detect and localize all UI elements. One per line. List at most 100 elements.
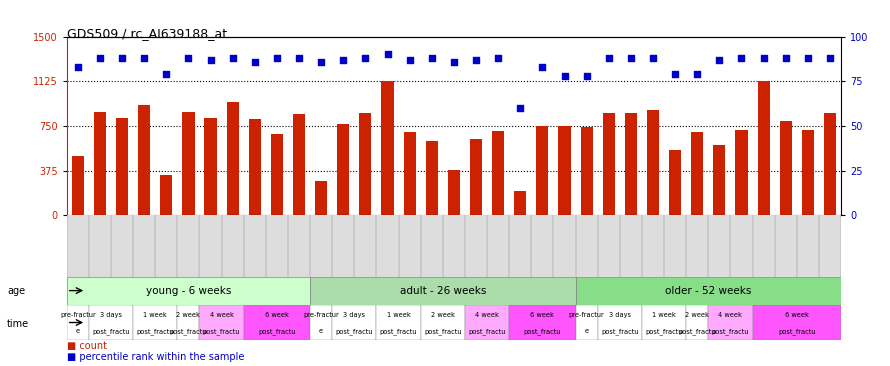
Point [712,57,726,63]
Text: 4 week: 4 week [718,311,742,318]
Text: post_fractu: post_fractu [170,328,207,335]
Bar [337,124,350,215]
Text: e: e [76,328,80,335]
Bar [686,305,708,340]
Point [579,73,594,79]
Text: 1 week: 1 week [652,311,676,318]
Bar [310,305,332,340]
Text: adult - 26 weeks: adult - 26 weeks [400,285,486,296]
Text: e: e [585,328,588,335]
Bar [134,305,177,340]
Bar [116,117,128,215]
Text: 2 week: 2 week [431,311,455,318]
Text: post_fractu: post_fractu [258,328,295,335]
Bar [625,113,637,215]
Bar [421,305,465,340]
Bar [647,111,659,215]
Point [270,55,284,61]
Text: post_fractu: post_fractu [601,328,638,335]
Bar [315,181,328,215]
Text: 6 week: 6 week [265,311,289,318]
Point [225,55,239,61]
Bar [138,105,150,215]
Text: 6 week: 6 week [530,311,554,318]
Text: ■ count: ■ count [67,341,107,351]
Bar [580,127,593,215]
Bar [598,305,642,340]
Text: post_fractu: post_fractu [336,328,373,335]
Text: 2 week: 2 week [176,311,200,318]
Bar [89,305,134,340]
Bar [537,126,548,215]
Bar [753,305,841,340]
Point [425,55,439,61]
Text: post_fractu: post_fractu [678,328,716,335]
Text: pre-fractur: pre-fractur [303,311,339,318]
Bar [271,134,283,215]
Point [93,55,107,61]
Text: post_fractu: post_fractu [712,328,749,335]
Text: GDS509 / rc_AI639188_at: GDS509 / rc_AI639188_at [67,27,227,41]
Bar [93,112,106,215]
Text: e: e [320,328,323,335]
Point [491,55,506,61]
Point [535,64,549,70]
Point [801,55,815,61]
Point [336,57,351,63]
Point [779,55,793,61]
Bar [360,113,371,215]
Bar [310,277,576,305]
Point [646,55,660,61]
Text: 3 days: 3 days [344,311,366,318]
Bar [735,130,748,215]
Point [447,59,461,64]
Bar [67,277,310,305]
Text: 4 week: 4 week [210,311,233,318]
Point [624,55,638,61]
Bar [425,141,438,215]
Point [292,55,306,61]
Bar [199,305,244,340]
Point [602,55,616,61]
Point [514,105,528,111]
Text: post_fractu: post_fractu [468,328,506,335]
Text: young - 6 weeks: young - 6 weeks [146,285,231,296]
Point [380,52,394,57]
Text: 4 week: 4 week [475,311,499,318]
Text: post_fractu: post_fractu [93,328,130,335]
Text: 3 days: 3 days [609,311,631,318]
Point [182,55,196,61]
Point [557,73,571,79]
Bar [244,305,310,340]
Point [823,55,837,61]
Point [668,71,683,77]
Point [115,55,129,61]
Point [204,57,218,63]
Text: post_fractu: post_fractu [425,328,462,335]
Bar [205,117,216,215]
Bar [824,113,836,215]
Text: post_fractu: post_fractu [380,328,417,335]
Bar [403,132,416,215]
Text: pre-fractur: pre-fractur [569,311,604,318]
Point [314,59,328,64]
Bar [642,305,686,340]
Text: 2 week: 2 week [685,311,709,318]
Point [402,57,417,63]
Text: 3 days: 3 days [100,311,122,318]
Point [359,55,373,61]
Text: ■ percentile rank within the sample: ■ percentile rank within the sample [67,352,244,362]
Bar [382,81,393,215]
Text: age: age [7,286,25,296]
Point [159,71,174,77]
Bar [713,145,725,215]
Point [756,55,771,61]
Bar [293,114,305,215]
Bar [692,132,703,215]
Bar [669,150,681,215]
Text: post_fractu: post_fractu [645,328,683,335]
Text: older - 52 weeks: older - 52 weeks [665,285,751,296]
Bar [227,102,239,215]
Point [137,55,151,61]
Point [70,64,85,70]
